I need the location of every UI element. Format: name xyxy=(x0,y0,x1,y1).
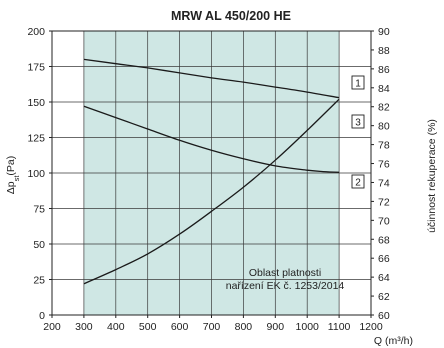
series-label-3: 3 xyxy=(355,118,361,129)
plot-area xyxy=(51,30,372,316)
x-tick-label: 700 xyxy=(203,321,221,333)
y-left-tick-label: 175 xyxy=(27,62,45,74)
y-right-tick-label: 90 xyxy=(378,26,390,38)
series-line-1 xyxy=(83,58,340,99)
x-tick-label: 600 xyxy=(171,321,189,333)
y-right-tick-label: 80 xyxy=(378,121,390,133)
series-layer: 1 2 3 xyxy=(83,58,365,285)
y-right-tick-label: 60 xyxy=(378,310,390,322)
y-right-tick-label: 86 xyxy=(378,64,390,76)
y-left-tick-label: 50 xyxy=(33,239,45,251)
chart-title: MRW AL 450/200 HE xyxy=(171,9,291,23)
y-left-tick-label: 125 xyxy=(27,133,45,145)
y-left-tick-label: 200 xyxy=(27,26,45,38)
series-label-box-2 xyxy=(351,174,365,189)
valid-region-label-line-2: nařízení EK č. 1253/2014 xyxy=(226,280,345,292)
y-left-tick-label: 0 xyxy=(39,310,45,322)
y-right-tick-label: 64 xyxy=(378,272,390,284)
x-tick-label: 300 xyxy=(75,321,93,333)
x-tick-label: 1000 xyxy=(296,321,320,333)
y-right-tick-label: 78 xyxy=(378,140,390,152)
valid-region-label-line-1: Oblast platnosti xyxy=(249,267,321,279)
y-right-tick-label: 88 xyxy=(378,45,390,57)
y-right-tick-label: 76 xyxy=(378,159,390,171)
x-tick-label: 800 xyxy=(235,321,253,333)
series-label-2: 2 xyxy=(355,178,361,189)
x-tick-label: 500 xyxy=(139,321,157,333)
y-left-label-sub: st xyxy=(12,175,21,182)
x-tick-label: 1100 xyxy=(328,321,351,333)
y-right-axis-label: účinnost rekuperace (%) xyxy=(426,119,438,233)
y-right-tick-label: 66 xyxy=(378,253,390,265)
y-right-tick-label: 74 xyxy=(378,177,390,189)
x-tick-label: 900 xyxy=(267,321,285,333)
x-axis-label: Q (m³/h) xyxy=(374,335,413,347)
x-tick-label: 200 xyxy=(43,321,61,333)
y-left-tick-label: 100 xyxy=(27,168,45,180)
x-tick-label: 400 xyxy=(107,321,125,333)
series-label-box-3 xyxy=(351,114,365,129)
y-right-tick-label: 82 xyxy=(378,102,390,114)
x-tick-label: 1200 xyxy=(359,321,383,333)
axis-ticks: 200 300 400 500 600 700 800 900 1000 1100 12000255… xyxy=(27,26,389,333)
y-left-tick-label: 150 xyxy=(27,97,45,109)
svg-text:Δpst(Pa): Δpst(Pa) xyxy=(5,156,21,195)
y-right-tick-label: 62 xyxy=(378,291,390,303)
y-left-label-suffix: (Pa) xyxy=(5,156,17,176)
y-left-label-main: Δp xyxy=(5,181,17,194)
series-label-1: 1 xyxy=(355,79,361,90)
series-line-2 xyxy=(83,105,340,173)
series-line-3 xyxy=(83,98,340,285)
series-label-box-1 xyxy=(351,75,365,90)
y-right-tick-label: 72 xyxy=(378,196,390,208)
y-left-axis-label: Δpst(Pa) xyxy=(5,156,21,195)
y-left-tick-label: 75 xyxy=(33,204,45,216)
y-right-tick-label: 68 xyxy=(378,234,390,246)
y-right-tick-label: 84 xyxy=(378,83,390,95)
y-right-tick-label: 70 xyxy=(378,215,390,227)
y-left-tick-label: 25 xyxy=(33,275,45,287)
